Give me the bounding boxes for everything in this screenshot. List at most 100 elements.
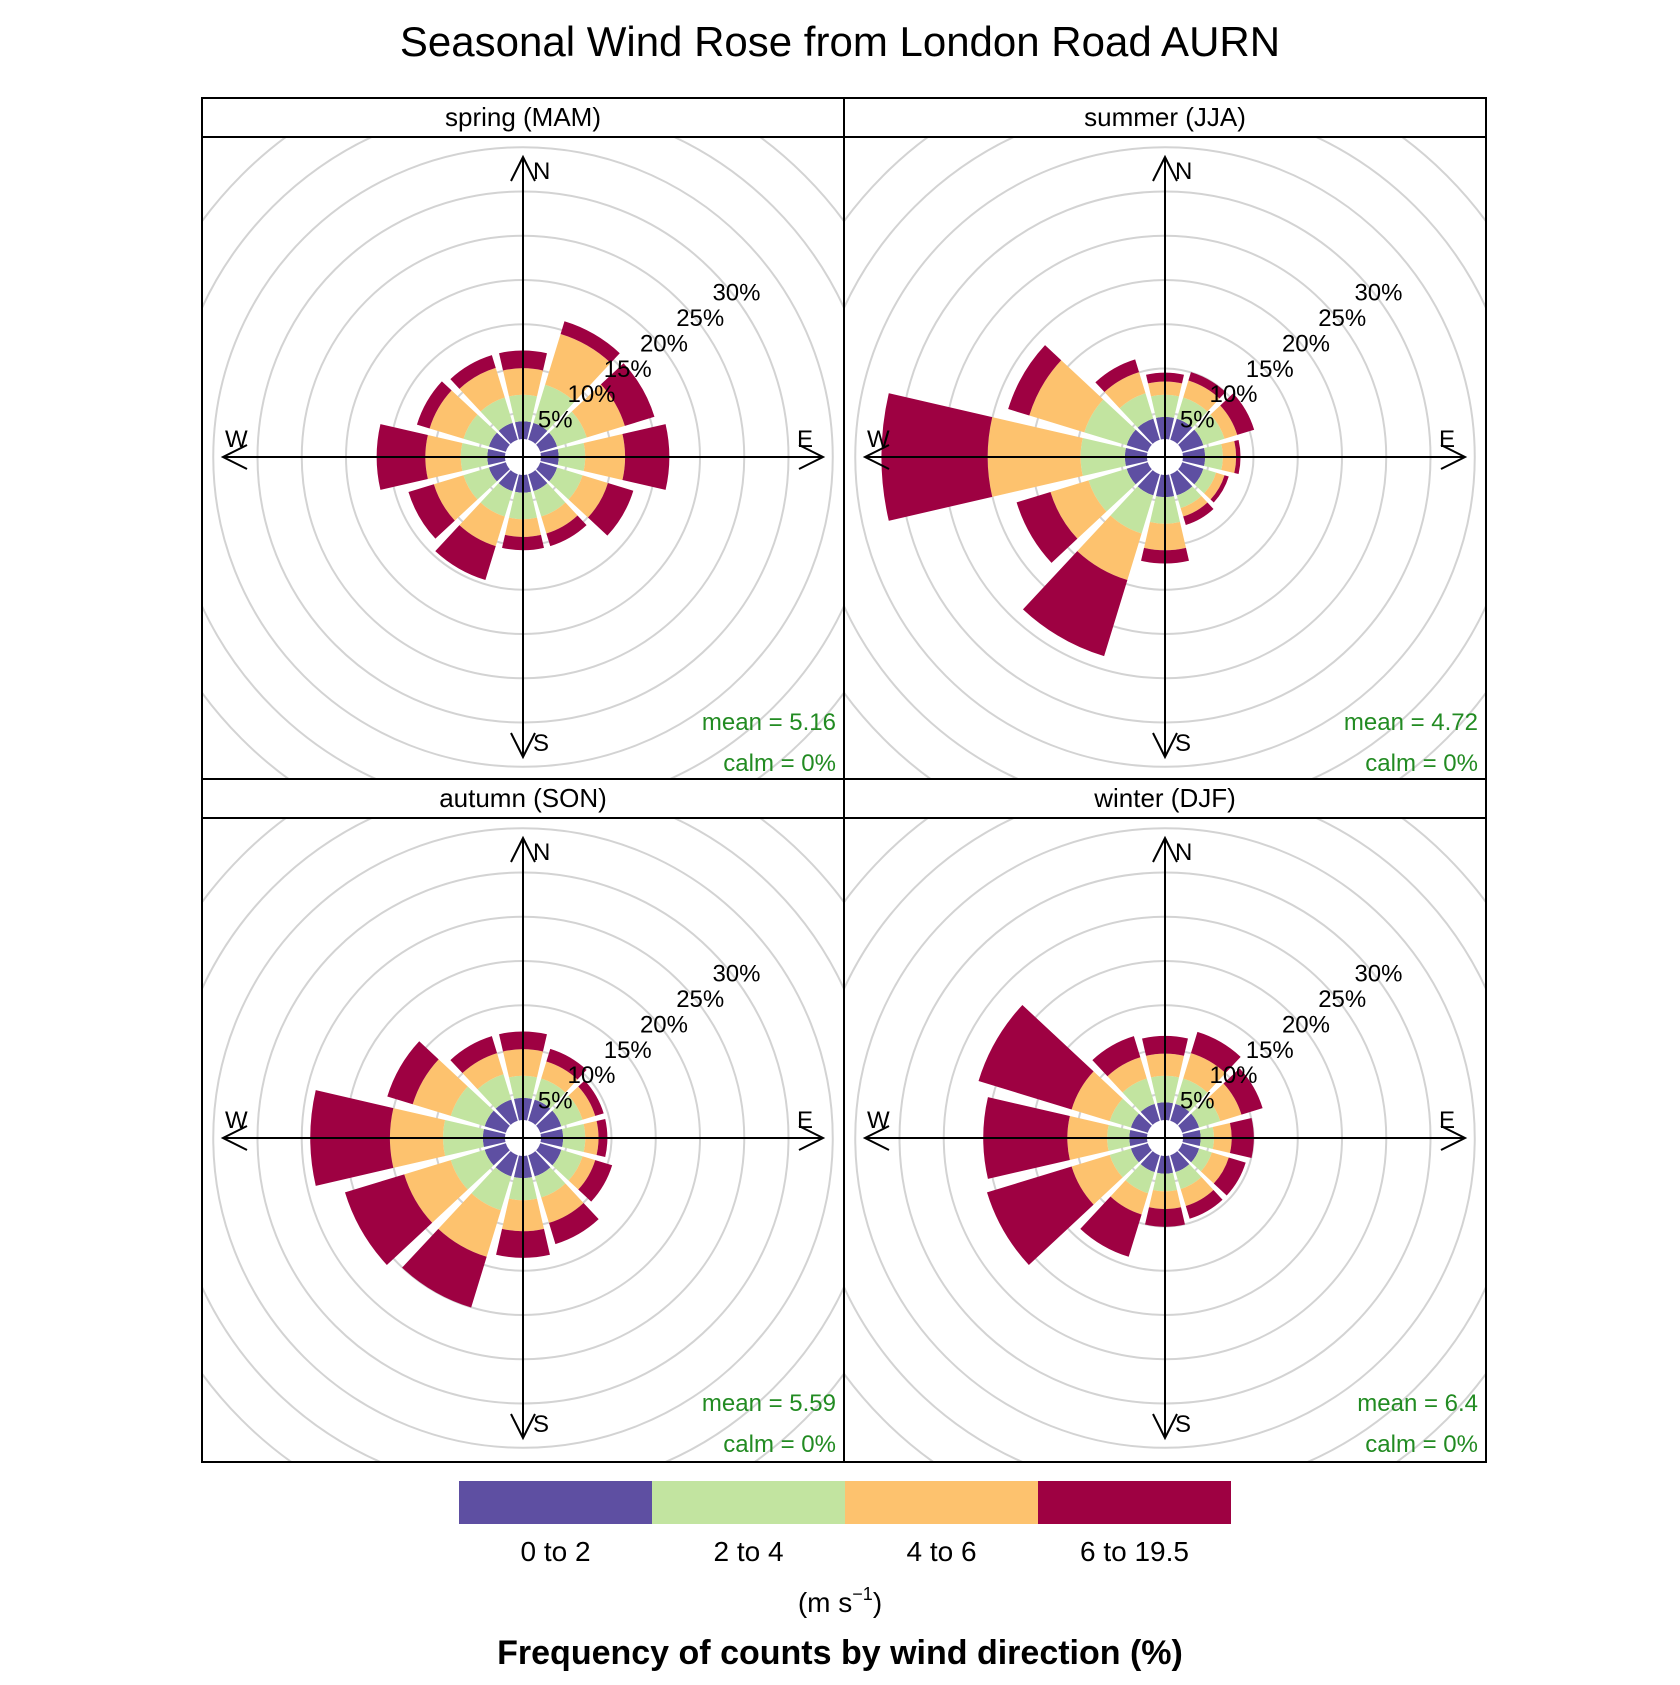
petal-330deg-bin1 [1137, 418, 1160, 444]
petal-240deg-bin4 [344, 1174, 433, 1265]
compass-e-label: E [797, 426, 813, 453]
petal-330deg-bin2 [1122, 1078, 1155, 1112]
petal-210deg-bin1 [1140, 1151, 1160, 1173]
petal-210deg-bin1 [498, 470, 518, 492]
petal-150deg-bin2 [533, 483, 566, 517]
ring-label: 10% [1209, 1062, 1257, 1089]
ring-label: 20% [640, 330, 688, 357]
compass-n-label: N [1175, 839, 1192, 866]
ring-label: 5% [1180, 1088, 1215, 1115]
petal-330deg-bin1 [495, 1099, 518, 1125]
petal-150deg-bin3 [541, 502, 578, 534]
compass-n-label: N [1175, 158, 1192, 185]
petal-30deg-bin4 [546, 1048, 587, 1080]
compass-s-label: S [533, 1411, 549, 1438]
compass-e-label: E [797, 1107, 813, 1134]
petal-300deg-bin4 [387, 1041, 439, 1105]
panel-winter: N S E W 5%10%15%20%25%30% mean = 6.4 calm = 0%… [843, 778, 1487, 1463]
petal-210deg-bin4 [1022, 551, 1128, 657]
petal-30deg-bin1 [1170, 1103, 1190, 1125]
petal-150deg-bin3 [541, 1183, 584, 1223]
petal-330deg-bin4 [1092, 1036, 1141, 1077]
calm-label: calm = 0% [723, 1431, 836, 1458]
petal-30deg-bin2 [533, 384, 575, 431]
petal-30deg-bin4 [560, 321, 620, 363]
petal-240deg-bin3 [1071, 1154, 1123, 1205]
legend-caption: Frequency of counts by wind direction (%… [497, 1634, 1183, 1672]
compass-arrowhead [1152, 1413, 1178, 1441]
petal-150deg-bin1 [1170, 470, 1193, 496]
mean-speed-label: mean = 4.72 [1344, 709, 1478, 736]
petal-330deg-bin1 [1140, 1103, 1160, 1125]
petal-300deg-bin1 [1126, 429, 1152, 452]
ring-label: 30% [1354, 961, 1402, 988]
petal-240deg-bin1 [488, 462, 510, 482]
petal-330deg-bin2 [480, 397, 513, 431]
compass-e-label: E [1439, 426, 1455, 453]
petal-120deg-bin1 [1178, 1143, 1200, 1163]
petal-240deg-bin3 [1050, 480, 1107, 539]
legend-swatch [652, 1481, 845, 1524]
petal-120deg-bin4 [578, 1160, 613, 1202]
compass-arrowhead [220, 444, 248, 470]
petal-30deg-bin3 [541, 1061, 578, 1093]
ring-label: 15% [1246, 356, 1294, 383]
petal-210deg-bin2 [480, 483, 513, 517]
petal-300deg-bin3 [1071, 1071, 1123, 1122]
compass-s-label: S [1175, 1411, 1191, 1438]
compass-arrowhead [798, 444, 826, 470]
panel-summer: N S E W 5%10%15%20%25%30% mean = 4.72 calm = 0… [843, 97, 1487, 782]
panel-border [843, 778, 1487, 1463]
ring-label: 5% [1180, 407, 1215, 434]
petal-150deg-bin2 [534, 1167, 566, 1198]
legend-label: 4 to 6 [906, 1536, 976, 1567]
petal-150deg-bin2 [1176, 486, 1202, 509]
ring-label: 30% [1354, 280, 1402, 307]
ring-label: 30% [712, 280, 760, 307]
mean-speed-label: mean = 5.59 [702, 1390, 836, 1417]
petal-60deg-bin1 [536, 432, 558, 452]
grid-ring [854, 146, 1476, 768]
compass-w-label: W [867, 426, 890, 453]
petal-60deg-bin3 [568, 1086, 596, 1120]
petal-30deg-bin3 [1183, 1053, 1226, 1093]
compass-arrowhead [510, 835, 536, 863]
petal-330deg-bin4 [450, 1036, 498, 1074]
legend-swatch [459, 1481, 652, 1524]
petal-120deg-bin4 [587, 482, 634, 536]
petal-330deg-bin4 [450, 355, 496, 389]
ring-label: 10% [1209, 381, 1257, 408]
petal-30deg-bin3 [1183, 380, 1220, 412]
petal-150deg-bin1 [1170, 1151, 1190, 1173]
petal-120deg-bin3 [1200, 1152, 1229, 1184]
panel-title: autumn (SON) [439, 783, 607, 813]
petal-150deg-bin3 [1180, 496, 1208, 517]
petal-30deg-bin4 [1188, 372, 1226, 399]
petal-60deg-bin2 [552, 1095, 583, 1127]
compass-arrowhead [1440, 444, 1468, 470]
petal-330deg-bin3 [462, 1053, 504, 1090]
panel-title: winter (DJF) [1093, 783, 1236, 813]
petal-60deg-bin4 [578, 1080, 604, 1116]
petal-60deg-bin2 [549, 411, 587, 447]
petal-60deg-bin3 [571, 384, 625, 438]
petal-120deg-bin2 [549, 467, 583, 500]
ring-label: 20% [1282, 330, 1330, 357]
petal-330deg-bin3 [459, 367, 505, 412]
legend: 0 to 2 2 to 4 4 to 6 6 to 19.5 (m s−1) Freque… [459, 1481, 1231, 1672]
ring-label: 15% [1246, 1037, 1294, 1064]
petal-60deg-bin4 [600, 363, 655, 426]
compass-arrowhead [1152, 732, 1178, 760]
petal-330deg-bin3 [1107, 1057, 1147, 1093]
compass-arrowhead [862, 1125, 890, 1151]
petal-300deg-bin2 [463, 414, 497, 447]
ring-label: 5% [538, 1088, 573, 1115]
petal-300deg-bin4 [978, 1005, 1094, 1110]
compass-axes [862, 835, 1468, 1441]
ring-label: 10% [567, 1062, 615, 1089]
compass-axes [220, 154, 826, 760]
petal-120deg-bin2 [1191, 1148, 1212, 1172]
legend-label: 6 to 19.5 [1080, 1536, 1189, 1567]
petal-30deg-bin1 [528, 1099, 551, 1125]
petal-330deg-bin2 [1119, 393, 1154, 428]
